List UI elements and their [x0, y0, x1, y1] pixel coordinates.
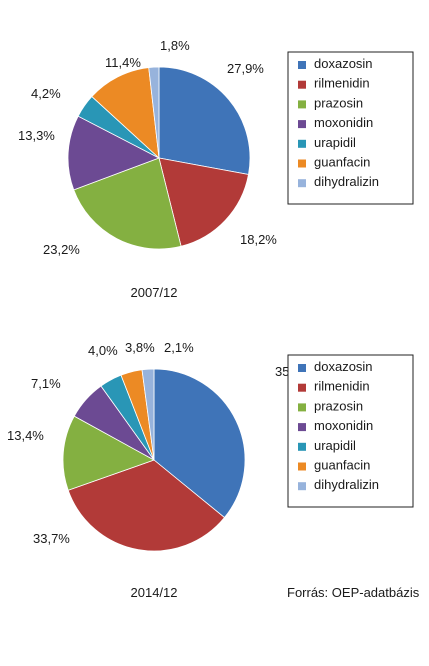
pie-slice-doxazosin — [158, 66, 251, 175]
data-label-doxazosin: 27,9% — [227, 61, 264, 76]
legend-label-doxazosin: doxazosin — [314, 359, 373, 374]
pie-chart-2007: 27,9% 18,2% 23,2% 13,3% 4,2% 11,4% 1,8% 2007/12… — [18, 38, 414, 300]
legend-box — [287, 51, 414, 205]
legend-swatch-moxonidin — [298, 120, 306, 129]
legend-swatch-prazosin — [298, 403, 306, 412]
pie-slice-dihydralizin — [141, 368, 155, 461]
data-label-prazosin: 23,2% — [43, 242, 80, 257]
data-label-dihydralizin: 1,8% — [160, 38, 190, 53]
legend-swatch-rilmenidin — [298, 80, 306, 89]
legend-swatch-doxazosin — [298, 364, 306, 372]
pie-slice-rilmenidin — [158, 157, 249, 247]
legend-swatch-dihydralizin — [298, 179, 306, 188]
legend: doxazosin rilmenidin prazosin moxonidin urap… — [287, 354, 414, 508]
data-label-guanfacin: 11,4% — [105, 55, 141, 70]
legend-label-rilmenidin: rilmenidin — [314, 379, 370, 394]
data-label-guanfacin: 3,8% — [125, 340, 155, 355]
data-label-moxonidin: 13,3% — [18, 128, 55, 143]
legend-label-dihydralizin: dihydralizin — [314, 477, 379, 492]
legend-label-guanfacin: guanfacin — [314, 155, 370, 170]
data-label-urapidil: 4,0% — [88, 343, 118, 358]
pie-slice-rilmenidin — [67, 459, 226, 552]
pie-slice-doxazosin — [153, 368, 246, 519]
data-label-rilmenidin: 18,2% — [240, 232, 277, 247]
legend: doxazosin rilmenidin prazosin moxonidin urap… — [287, 51, 414, 205]
data-label-moxonidin: 7,1% — [31, 376, 61, 391]
legend-swatch-dihydralizin — [298, 482, 306, 491]
legend-swatch-guanfacin — [298, 462, 306, 471]
source-note: Forrás: OEP-adatbázis — [287, 585, 420, 600]
legend-label-prazosin: prazosin — [314, 398, 363, 413]
pie-slice-prazosin — [62, 415, 155, 491]
legend-swatch-prazosin — [298, 100, 306, 109]
data-label-rilmenidin: 33,7% — [33, 531, 70, 546]
legend-label-doxazosin: doxazosin — [314, 56, 373, 71]
legend-swatch-moxonidin — [298, 423, 306, 432]
legend-label-dihydralizin: dihydralizin — [314, 174, 379, 189]
legend-swatch-rilmenidin — [298, 383, 306, 392]
chart-caption: 2014/12 — [131, 585, 178, 600]
pie-chart-2014: 35,9%33,7%13,4%7,1%4,0%3,8%2,1%2014/12do… — [7, 340, 414, 600]
legend-label-rilmenidin: rilmenidin — [314, 76, 370, 91]
legend-label-urapidil: urapidil — [314, 135, 356, 150]
legend-label-prazosin: prazosin — [314, 95, 363, 110]
legend-swatch-urapidil — [298, 442, 306, 451]
legend-box — [287, 354, 414, 508]
legend-swatch-doxazosin — [298, 61, 306, 69]
data-label-prazosin: 13,4% — [7, 428, 44, 443]
pie-slice-dihydralizin — [148, 66, 160, 159]
legend-swatch-urapidil — [298, 139, 306, 148]
legend-label-moxonidin: moxonidin — [314, 418, 373, 433]
data-label-dihydralizin: 2,1% — [164, 340, 194, 355]
data-label-urapidil: 4,2% — [31, 86, 61, 101]
legend-label-moxonidin: moxonidin — [314, 115, 373, 130]
pie-slice-moxonidin — [67, 115, 160, 191]
chart-caption: 2007/12 — [131, 285, 178, 300]
legend-label-guanfacin: guanfacin — [314, 458, 370, 473]
legend-swatch-guanfacin — [298, 159, 306, 168]
pie-slice-guanfacin — [91, 67, 160, 160]
pie-slice-prazosin — [73, 157, 182, 250]
legend-label-urapidil: urapidil — [314, 438, 356, 453]
